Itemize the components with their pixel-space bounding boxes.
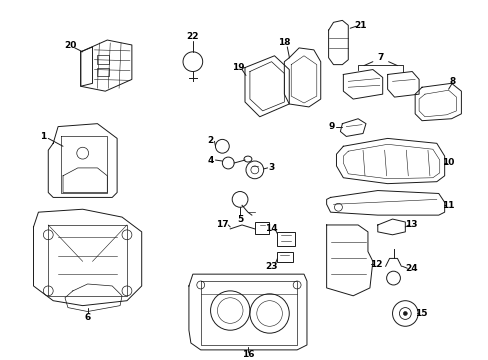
Bar [97,55,109,64]
Text: 1: 1 [40,132,46,141]
Text: 21: 21 [353,21,366,30]
Bar [254,222,268,234]
Text: 12: 12 [369,260,381,269]
Text: 3: 3 [268,163,274,172]
Text: 23: 23 [265,262,277,271]
Text: 11: 11 [442,201,454,210]
Text: 19: 19 [231,63,244,72]
Text: 8: 8 [448,77,455,86]
Bar [277,232,295,246]
Text: 5: 5 [237,215,243,224]
Text: 7: 7 [377,53,383,62]
Bar [277,252,293,262]
Text: 10: 10 [442,158,454,167]
Text: 13: 13 [404,220,417,229]
Circle shape [403,311,407,315]
Text: 2: 2 [207,136,213,145]
Text: 18: 18 [278,39,290,48]
Text: 22: 22 [186,32,199,41]
Text: 16: 16 [241,350,254,359]
Text: 15: 15 [414,309,427,318]
Text: 9: 9 [328,122,334,131]
Text: 6: 6 [84,313,91,322]
Text: 24: 24 [404,264,417,273]
Text: 17: 17 [216,220,228,229]
Text: 20: 20 [64,41,77,50]
Text: 4: 4 [207,156,213,165]
Text: 14: 14 [264,224,277,233]
Bar [97,68,109,76]
